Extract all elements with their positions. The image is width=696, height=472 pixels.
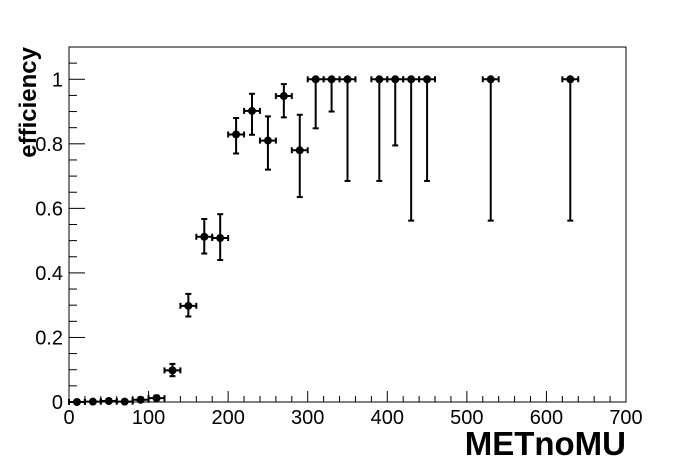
data-point xyxy=(561,75,580,222)
data-point xyxy=(402,75,421,222)
y-axis-tick-labels: 0 0.2 0.4 0.6 0.8 1 xyxy=(35,69,63,414)
x-tick-label: 100 xyxy=(132,407,165,429)
y-tick-label: 0 xyxy=(52,392,63,414)
data-point xyxy=(211,213,230,261)
data-marker xyxy=(120,397,129,406)
data-point xyxy=(258,115,277,171)
data-marker xyxy=(566,75,575,84)
data-marker xyxy=(248,106,257,115)
data-point xyxy=(386,75,405,147)
data-point xyxy=(418,75,437,182)
data-marker xyxy=(263,136,272,145)
data-marker xyxy=(295,146,304,155)
data-point xyxy=(83,397,102,406)
data-point xyxy=(68,398,86,406)
y-tick-label: 1 xyxy=(52,69,63,91)
data-marker xyxy=(311,75,320,84)
data-marker xyxy=(423,75,432,84)
data-point xyxy=(179,292,198,318)
x-tick-label: 400 xyxy=(371,407,404,429)
data-point xyxy=(290,113,309,199)
data-marker xyxy=(136,395,145,404)
data-point xyxy=(243,92,261,136)
x-tick-label: 0 xyxy=(63,407,74,429)
x-tick-label: 300 xyxy=(291,407,324,429)
data-point xyxy=(163,362,182,378)
data-marker xyxy=(152,394,161,403)
data-point xyxy=(338,75,357,182)
data-point xyxy=(481,75,500,222)
data-marker xyxy=(184,301,193,310)
x-axis-title: METnoMU xyxy=(465,425,626,462)
data-points xyxy=(68,75,580,406)
data-point xyxy=(227,117,246,155)
data-point xyxy=(195,218,214,255)
data-marker xyxy=(88,397,97,406)
data-marker xyxy=(104,397,113,406)
data-marker xyxy=(343,75,352,84)
data-marker xyxy=(72,398,81,406)
y-tick-label: 0.6 xyxy=(35,198,63,220)
x-tick-label: 500 xyxy=(450,407,483,429)
y-axis-title: efficiency xyxy=(15,46,42,157)
x-axis-tick-labels: 0 100 200 300 400 500 600 700 xyxy=(63,407,642,429)
data-marker xyxy=(486,75,495,84)
data-point xyxy=(306,75,325,130)
data-marker xyxy=(279,92,288,101)
data-point xyxy=(274,83,293,119)
x-tick-label: 600 xyxy=(530,407,563,429)
data-marker xyxy=(391,75,400,84)
data-marker xyxy=(407,75,416,84)
data-marker xyxy=(232,130,241,139)
x-tick-label: 700 xyxy=(609,407,642,429)
data-marker xyxy=(375,75,384,84)
data-marker xyxy=(168,366,177,375)
x-tick-label: 200 xyxy=(211,407,244,429)
data-point xyxy=(147,394,166,403)
y-tick-label: 0.4 xyxy=(35,263,63,285)
data-marker xyxy=(200,232,209,241)
data-marker xyxy=(216,234,225,243)
data-marker xyxy=(327,75,336,84)
y-tick-label: 0.2 xyxy=(35,327,63,349)
data-point xyxy=(322,75,341,113)
y-tick-label: 0.8 xyxy=(35,134,63,156)
